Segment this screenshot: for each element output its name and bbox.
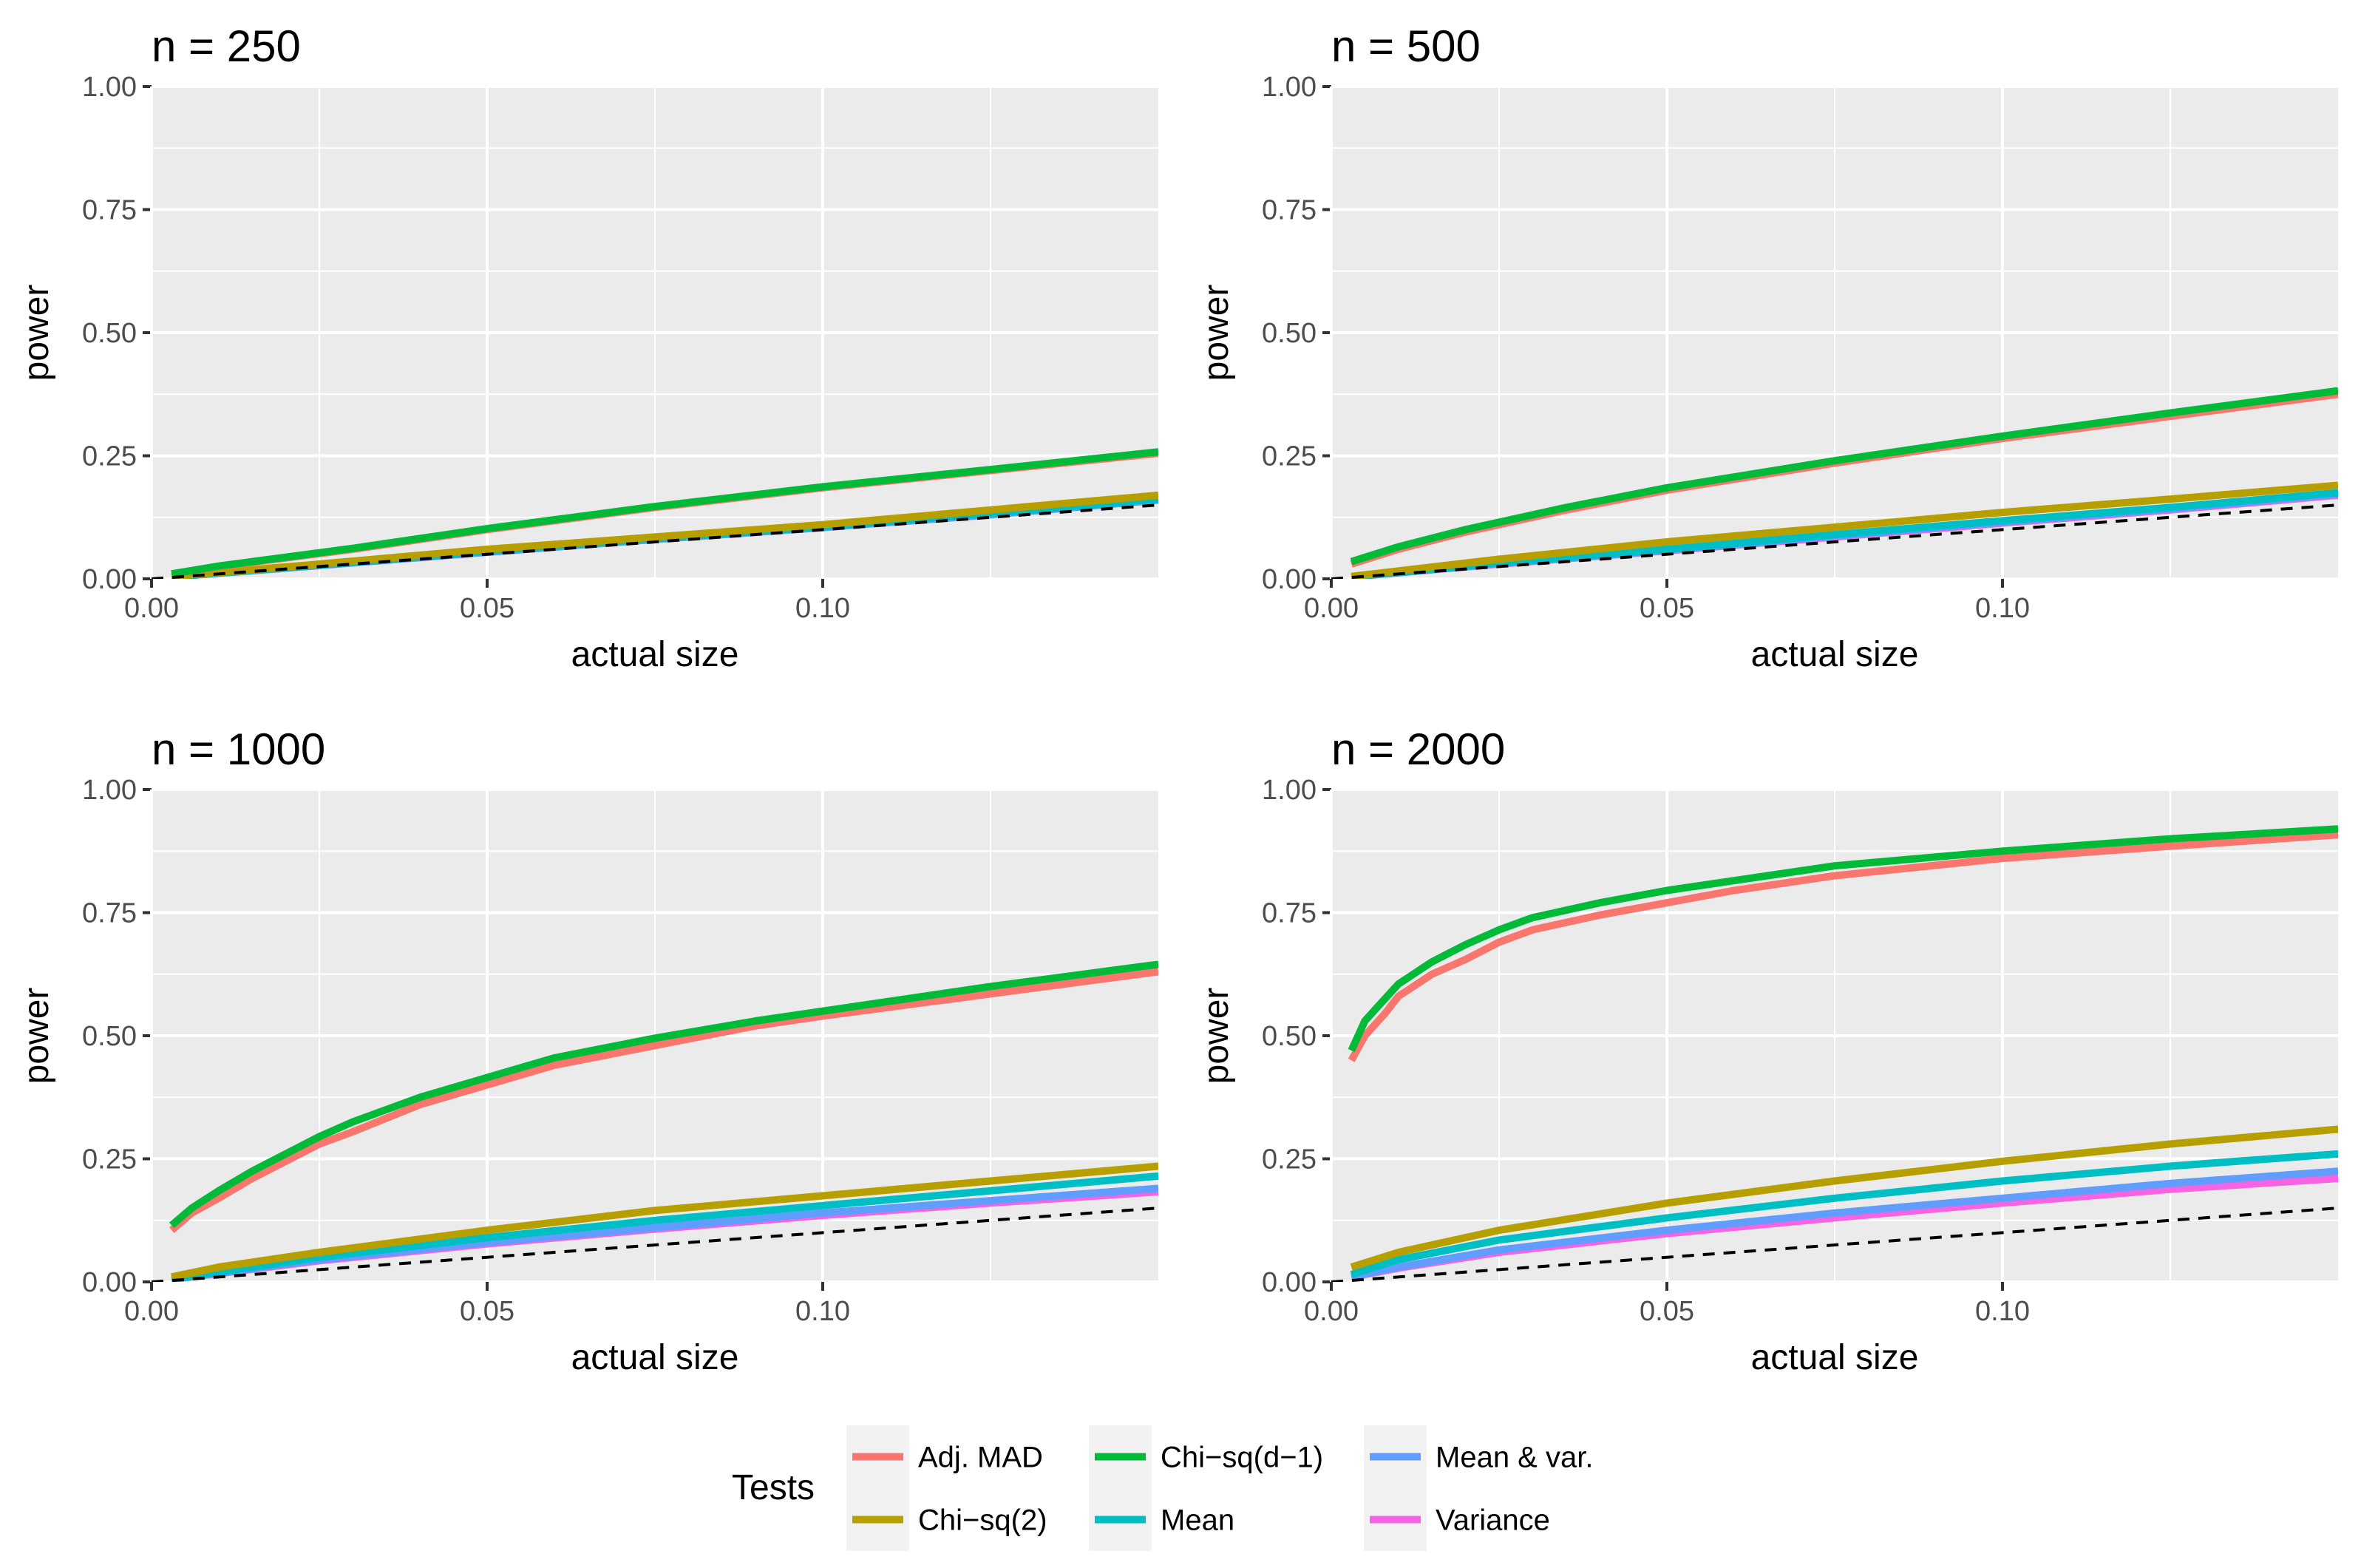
legend-label: Mean & var. bbox=[1436, 1442, 1593, 1474]
y-axis-title: power bbox=[17, 285, 56, 381]
legend-label: Adj. MAD bbox=[918, 1442, 1043, 1474]
plot-area bbox=[1331, 387, 2338, 579]
y-axis-title: power bbox=[17, 988, 56, 1085]
reference-line bbox=[152, 1206, 1158, 1282]
x-tick-label: 0.10 bbox=[795, 593, 850, 624]
series-line-mean bbox=[171, 1172, 1158, 1282]
facet-panels: n = 250 0.00 0.25 0.50 0.75 1.00 0.00 0.05 0.10 a… bbox=[17, 21, 2338, 1377]
y-tick-label: 0.50 bbox=[82, 318, 137, 349]
legend: Tests Adj. MAD Chi−sq(2) Chi−sq(d−1) Mean Mea… bbox=[732, 1425, 1593, 1551]
legend-item: Variance bbox=[1364, 1488, 1550, 1551]
panel-title: n = 250 bbox=[152, 21, 301, 71]
legend-item: Mean bbox=[1089, 1488, 1234, 1551]
series-line-chi-sq-2- bbox=[171, 491, 1158, 579]
y-tick-label: 0.00 bbox=[1262, 564, 1317, 595]
legend-label: Chi−sq(d−1) bbox=[1161, 1442, 1323, 1474]
x-tick-label: 0.00 bbox=[1304, 593, 1359, 624]
x-tick-label: 0.00 bbox=[1304, 1296, 1359, 1327]
reference-line bbox=[1331, 503, 2338, 579]
y-tick-label: 0.50 bbox=[1262, 1021, 1317, 1052]
panel-title: n = 2000 bbox=[1331, 724, 1505, 774]
y-tick-label: 0.75 bbox=[1262, 898, 1317, 929]
series-line-chi-sq-2- bbox=[171, 1162, 1158, 1281]
series-line-mean bbox=[1350, 1150, 2338, 1278]
x-tick-label: 0.00 bbox=[124, 1296, 179, 1327]
legend-item: Mean & var. bbox=[1364, 1425, 1593, 1488]
panel-2: n = 500 0.00 0.25 0.50 0.75 1.00 0.00 0.05 0.10 a… bbox=[1197, 21, 2338, 674]
y-tick-label: 0.25 bbox=[1262, 1144, 1317, 1175]
legend-title: Tests bbox=[732, 1468, 815, 1507]
y-tick-label: 1.00 bbox=[82, 72, 137, 103]
x-axis-title: actual size bbox=[1751, 635, 1919, 674]
plot-area bbox=[152, 960, 1158, 1282]
reference-line bbox=[152, 503, 1158, 579]
series-line-chi-sq-2- bbox=[1350, 1125, 2338, 1271]
y-tick-label: 0.00 bbox=[1262, 1267, 1317, 1298]
x-axis-title: actual size bbox=[571, 1338, 739, 1377]
series-line-chi-sq-2- bbox=[1351, 481, 2338, 579]
panel-title: n = 500 bbox=[1331, 21, 1481, 71]
series-line-chi-sq-d-1- bbox=[171, 448, 1158, 578]
panel-4: n = 2000 0.00 0.25 0.50 0.75 1.00 0.00 0.05 0.10… bbox=[1197, 724, 2338, 1377]
x-tick-label: 0.05 bbox=[460, 1296, 514, 1327]
y-axis-title: power bbox=[1197, 988, 1236, 1085]
legend-label: Variance bbox=[1436, 1504, 1550, 1537]
legend-item: Adj. MAD bbox=[846, 1425, 1043, 1488]
y-tick-label: 0.00 bbox=[82, 564, 137, 595]
series-line-adj-mad bbox=[169, 968, 1158, 1233]
y-tick-label: 0.50 bbox=[82, 1021, 137, 1052]
series-line-mean-var- bbox=[1351, 1167, 2338, 1281]
y-tick-label: 0.25 bbox=[82, 1144, 137, 1175]
plot-area bbox=[1331, 825, 2338, 1282]
panel-1: n = 250 0.00 0.25 0.50 0.75 1.00 0.00 0.05 0.10 a… bbox=[17, 21, 1158, 674]
y-tick-label: 0.25 bbox=[1262, 441, 1317, 472]
series-line-mean bbox=[1351, 489, 2338, 579]
x-tick-label: 0.10 bbox=[1975, 593, 2030, 624]
x-axis-title: actual size bbox=[1751, 1338, 1919, 1377]
x-axis-title: actual size bbox=[571, 635, 739, 674]
y-tick-label: 0.50 bbox=[1262, 318, 1317, 349]
x-tick-label: 0.10 bbox=[795, 1296, 850, 1327]
legend-item: Chi−sq(2) bbox=[846, 1488, 1047, 1551]
y-tick-label: 1.00 bbox=[82, 775, 137, 806]
reference-line bbox=[1331, 1206, 2338, 1282]
panel-title: n = 1000 bbox=[152, 724, 325, 774]
panel-3: n = 1000 0.00 0.25 0.50 0.75 1.00 0.00 0.05 0.10… bbox=[17, 724, 1158, 1377]
y-tick-label: 1.00 bbox=[1262, 775, 1317, 806]
y-tick-label: 0.75 bbox=[1262, 195, 1317, 226]
legend-item: Chi−sq(d−1) bbox=[1089, 1425, 1323, 1488]
legend-label: Chi−sq(2) bbox=[918, 1504, 1047, 1537]
y-axis-title: power bbox=[1197, 285, 1236, 381]
series-line-chi-sq-d-1- bbox=[1348, 825, 2338, 1053]
series-line-chi-sq-d-1- bbox=[1350, 387, 2338, 566]
x-tick-label: 0.05 bbox=[460, 593, 514, 624]
y-tick-label: 0.75 bbox=[82, 898, 137, 929]
y-tick-label: 0.75 bbox=[82, 195, 137, 226]
legend-label: Mean bbox=[1161, 1504, 1234, 1537]
series-line-chi-sq-d-1- bbox=[169, 960, 1158, 1229]
y-tick-label: 0.00 bbox=[82, 1267, 137, 1298]
x-tick-label: 0.10 bbox=[1975, 1296, 2030, 1327]
x-tick-label: 0.05 bbox=[1640, 593, 1694, 624]
y-tick-label: 1.00 bbox=[1262, 72, 1317, 103]
y-tick-label: 0.25 bbox=[82, 441, 137, 472]
x-tick-label: 0.00 bbox=[124, 593, 179, 624]
x-tick-label: 0.05 bbox=[1640, 1296, 1694, 1327]
plot-area bbox=[152, 448, 1158, 579]
series-line-adj-mad bbox=[1348, 831, 2338, 1062]
